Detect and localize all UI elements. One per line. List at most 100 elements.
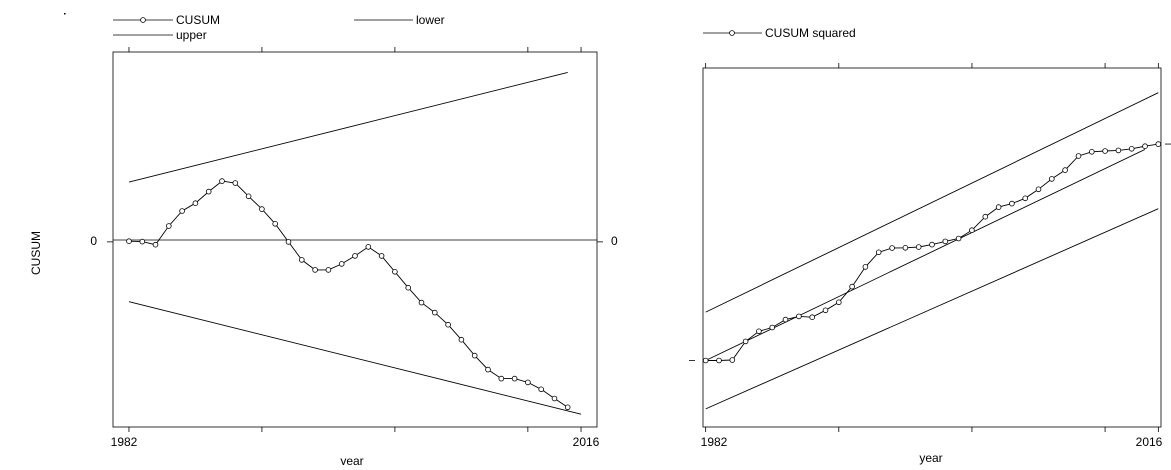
cusum-data-point [179,208,185,214]
cusum-data-point [219,178,225,184]
cusum-legend: CUSUM lower upper [113,13,445,42]
cusum-data-point [551,395,558,402]
legend-upper-label: upper [176,28,207,42]
cusum-data-point [285,239,292,245]
cusum-data-point [325,267,332,273]
cusum-squared-data-point [982,213,989,220]
cusum-x-tick-label-start: 1982 [111,435,138,449]
cusum-squared-data-point [1155,141,1162,147]
cusum-squared-panel: year 1982 2016 CUSUM squared [689,26,1171,465]
cusum-squared-data-point [1022,195,1028,202]
cusum-data-point [392,268,398,275]
cusum-data-point [458,336,465,343]
cusum-data-point [445,321,451,328]
cusum-squared-plot-frame [702,67,1162,428]
cusum-data-point [232,180,239,186]
cusum-data-point [312,267,318,273]
cusum-data-point [485,366,491,373]
cusum-squared-data-point [849,283,855,290]
legend-lower-label: lower [416,13,445,27]
cusum-data-point [259,206,265,212]
cusum-data-point [338,261,345,267]
cusum-squared-data-point [995,204,1002,210]
cusum-series-lower [128,301,582,415]
speck-mark [64,13,66,15]
cusum-data-point [511,375,518,382]
cusum-data-point [525,379,531,386]
cusum-squared-data-point [716,357,722,364]
cusum-data-point [139,238,146,245]
cusum-x-axis-label: year [340,454,363,465]
cusum-data-point [365,244,372,250]
cusum-data-point [245,193,252,200]
cusum-squared-data-point [756,328,762,335]
cusum-squared-data-point [1142,143,1148,150]
cusum-data-point [498,375,505,382]
cusum-series-upper [128,71,568,183]
cusum-squared-data-point [969,227,975,234]
cusum-squared-data-point [875,249,882,256]
cusum-panel: CUSUM year 1982 2016 0 0 CUSUM lower upp… [29,13,618,468]
cusum-squared-data-point [942,238,949,245]
cusum-squared-data-point [1062,167,1068,173]
cusum-series-group [128,71,582,415]
cusum-data-point [352,253,358,259]
cusum-squared-points-group [702,141,1162,364]
cusum-data-point [431,309,438,316]
cusum-squared-data-point [782,316,789,323]
cusum-squared-data-point [1089,149,1095,155]
cusum-series-cusum [128,180,568,408]
legend-cusum-squared-marker [729,30,735,36]
cusum-squared-axis-ticks [689,63,1171,432]
cusum-squared-data-point [729,357,736,363]
cusum-squared-data-point [889,245,895,251]
cusum-squared-x-tick-label-start: 1982 [701,435,728,449]
cusum-data-point [192,200,199,207]
cusum-squared-data-point [822,307,829,314]
cusum-squared-legend: CUSUM squared [703,26,856,40]
cusum-data-point [152,241,159,248]
cusum-squared-data-point [1128,146,1135,152]
cusum-y-axis-label: CUSUM [29,231,43,275]
cusum-squared-data-point [902,245,909,251]
legend-cusum-squared-label: CUSUM squared [765,26,856,40]
cusum-squared-data-point [809,314,815,321]
cusum-data-point [471,352,478,359]
cusum-data-point [538,386,544,393]
cusum-squared-data-point [769,324,775,331]
cusum-x-tick-label-end: 2016 [573,435,600,449]
cusum-squared-data-point [796,313,802,320]
cusum-squared-data-point [929,241,935,248]
cusum-squared-data-point [915,244,922,250]
cusum-squared-data-point [1075,153,1082,159]
cusum-squared-data-point [702,357,709,364]
cusum-data-point [298,257,305,263]
cusum-data-point [205,188,212,195]
cusum-data-point [418,299,425,306]
cusum-axis-ticks [107,47,603,432]
cusum-squared-data-point [835,299,842,306]
cusum-squared-data-point [955,235,962,242]
cusum-data-point [564,404,571,411]
cusum-squared-series-group [705,92,1159,410]
cusum-data-point [405,284,412,291]
cusum-data-point [126,238,132,245]
cusum-squared-series-upper-bound [705,92,1159,313]
cusum-squared-data-point [1035,186,1042,193]
cusum-squared-data-point [1115,147,1122,154]
cusum-squared-x-axis-label: year [919,451,942,465]
cusum-plot-frame [112,51,598,428]
cusum-data-point [272,221,279,227]
cusum-y-tick-label-right: 0 [611,234,618,248]
legend-cusum-marker [140,17,146,23]
cusum-points-group [126,178,571,411]
cusum-squared-data-point [742,338,749,345]
cusum-squared-series-lower-bound [705,208,1159,410]
cusum-squared-data-point [862,264,869,270]
cusum-squared-data-point [1102,148,1108,154]
cusum-squared-data-point [1009,200,1015,207]
cusum-squared-series-centre-line [705,148,1146,361]
cusum-squared-data-point [1049,176,1055,182]
